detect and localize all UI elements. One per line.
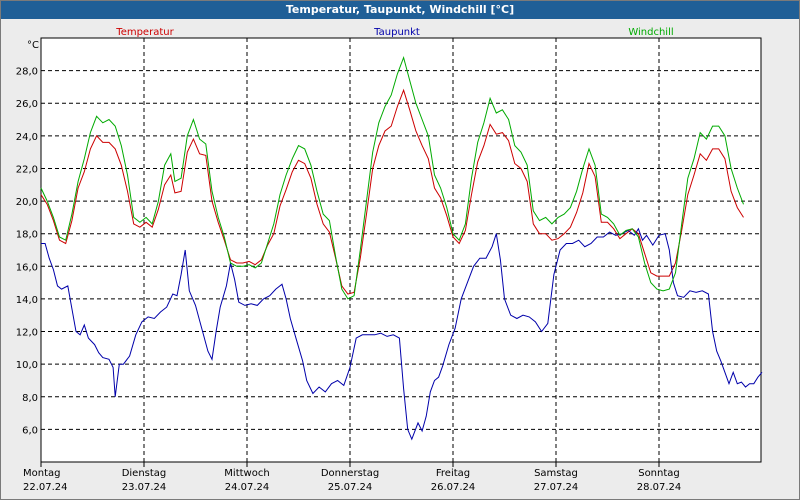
plot-area <box>40 37 762 463</box>
legend-temperatur: Temperatur <box>115 27 174 38</box>
x-day-label: Samstag <box>534 468 578 479</box>
x-day-label: Montag <box>23 468 60 479</box>
grid-lines <box>41 38 761 462</box>
series-temperatur <box>40 88 744 295</box>
y-tick-label: 10,0 <box>16 360 38 371</box>
y-tick-label: 28,0 <box>16 67 38 78</box>
y-tick-label: 6,0 <box>22 425 38 436</box>
y-tick-label: 14,0 <box>16 295 38 306</box>
series-windchill <box>40 55 744 300</box>
x-day-label: Dienstag <box>122 468 167 479</box>
x-date-label: 23.07.24 <box>122 482 167 493</box>
legend-taupunkt: Taupunkt <box>373 27 420 38</box>
window-title: Temperatur, Taupunkt, Windchill [°C] <box>1 1 799 19</box>
y-tick-label: 22,0 <box>16 164 38 175</box>
series-taupunkt <box>41 227 763 441</box>
x-axis-ticks: Montag 22.07.24 Dienstag 23.07.24 Mittwoch 24… <box>23 462 681 493</box>
y-tick-label: 12,0 <box>16 328 38 339</box>
y-tick-label: 26,0 <box>16 99 38 110</box>
x-date-label: 26.07.24 <box>431 482 476 493</box>
x-day-label: Freitag <box>436 468 470 479</box>
x-date-label: 28.07.24 <box>637 482 682 493</box>
y-tick-label: 18,0 <box>16 230 38 241</box>
line-chart: 6,0 8,0 10,0 12,0 14,0 16,0 18,0 20,0 22,0 24,0 26… <box>16 27 763 493</box>
x-day-label: Sonntag <box>638 468 680 479</box>
legend-windchill: Windchill <box>628 27 673 38</box>
series-lines <box>40 55 763 441</box>
x-date-label: 25.07.24 <box>328 482 373 493</box>
x-date-label: 24.07.24 <box>225 482 270 493</box>
y-tick-label: 8,0 <box>22 393 38 404</box>
x-date-label: 22.07.24 <box>23 482 68 493</box>
legend: Temperatur Taupunkt Windchill <box>115 27 673 38</box>
y-axis-ticks: 6,0 8,0 10,0 12,0 14,0 16,0 18,0 20,0 22,0 24,0 26… <box>16 67 38 437</box>
x-date-label: 27.07.24 <box>534 482 579 493</box>
y-tick-label: 24,0 <box>16 132 38 143</box>
y-axis-label: °C <box>27 40 39 51</box>
x-day-label: Donnerstag <box>321 468 379 479</box>
y-tick-label: 20,0 <box>16 197 38 208</box>
y-tick-label: 16,0 <box>16 262 38 273</box>
x-day-label: Mittwoch <box>224 468 269 479</box>
